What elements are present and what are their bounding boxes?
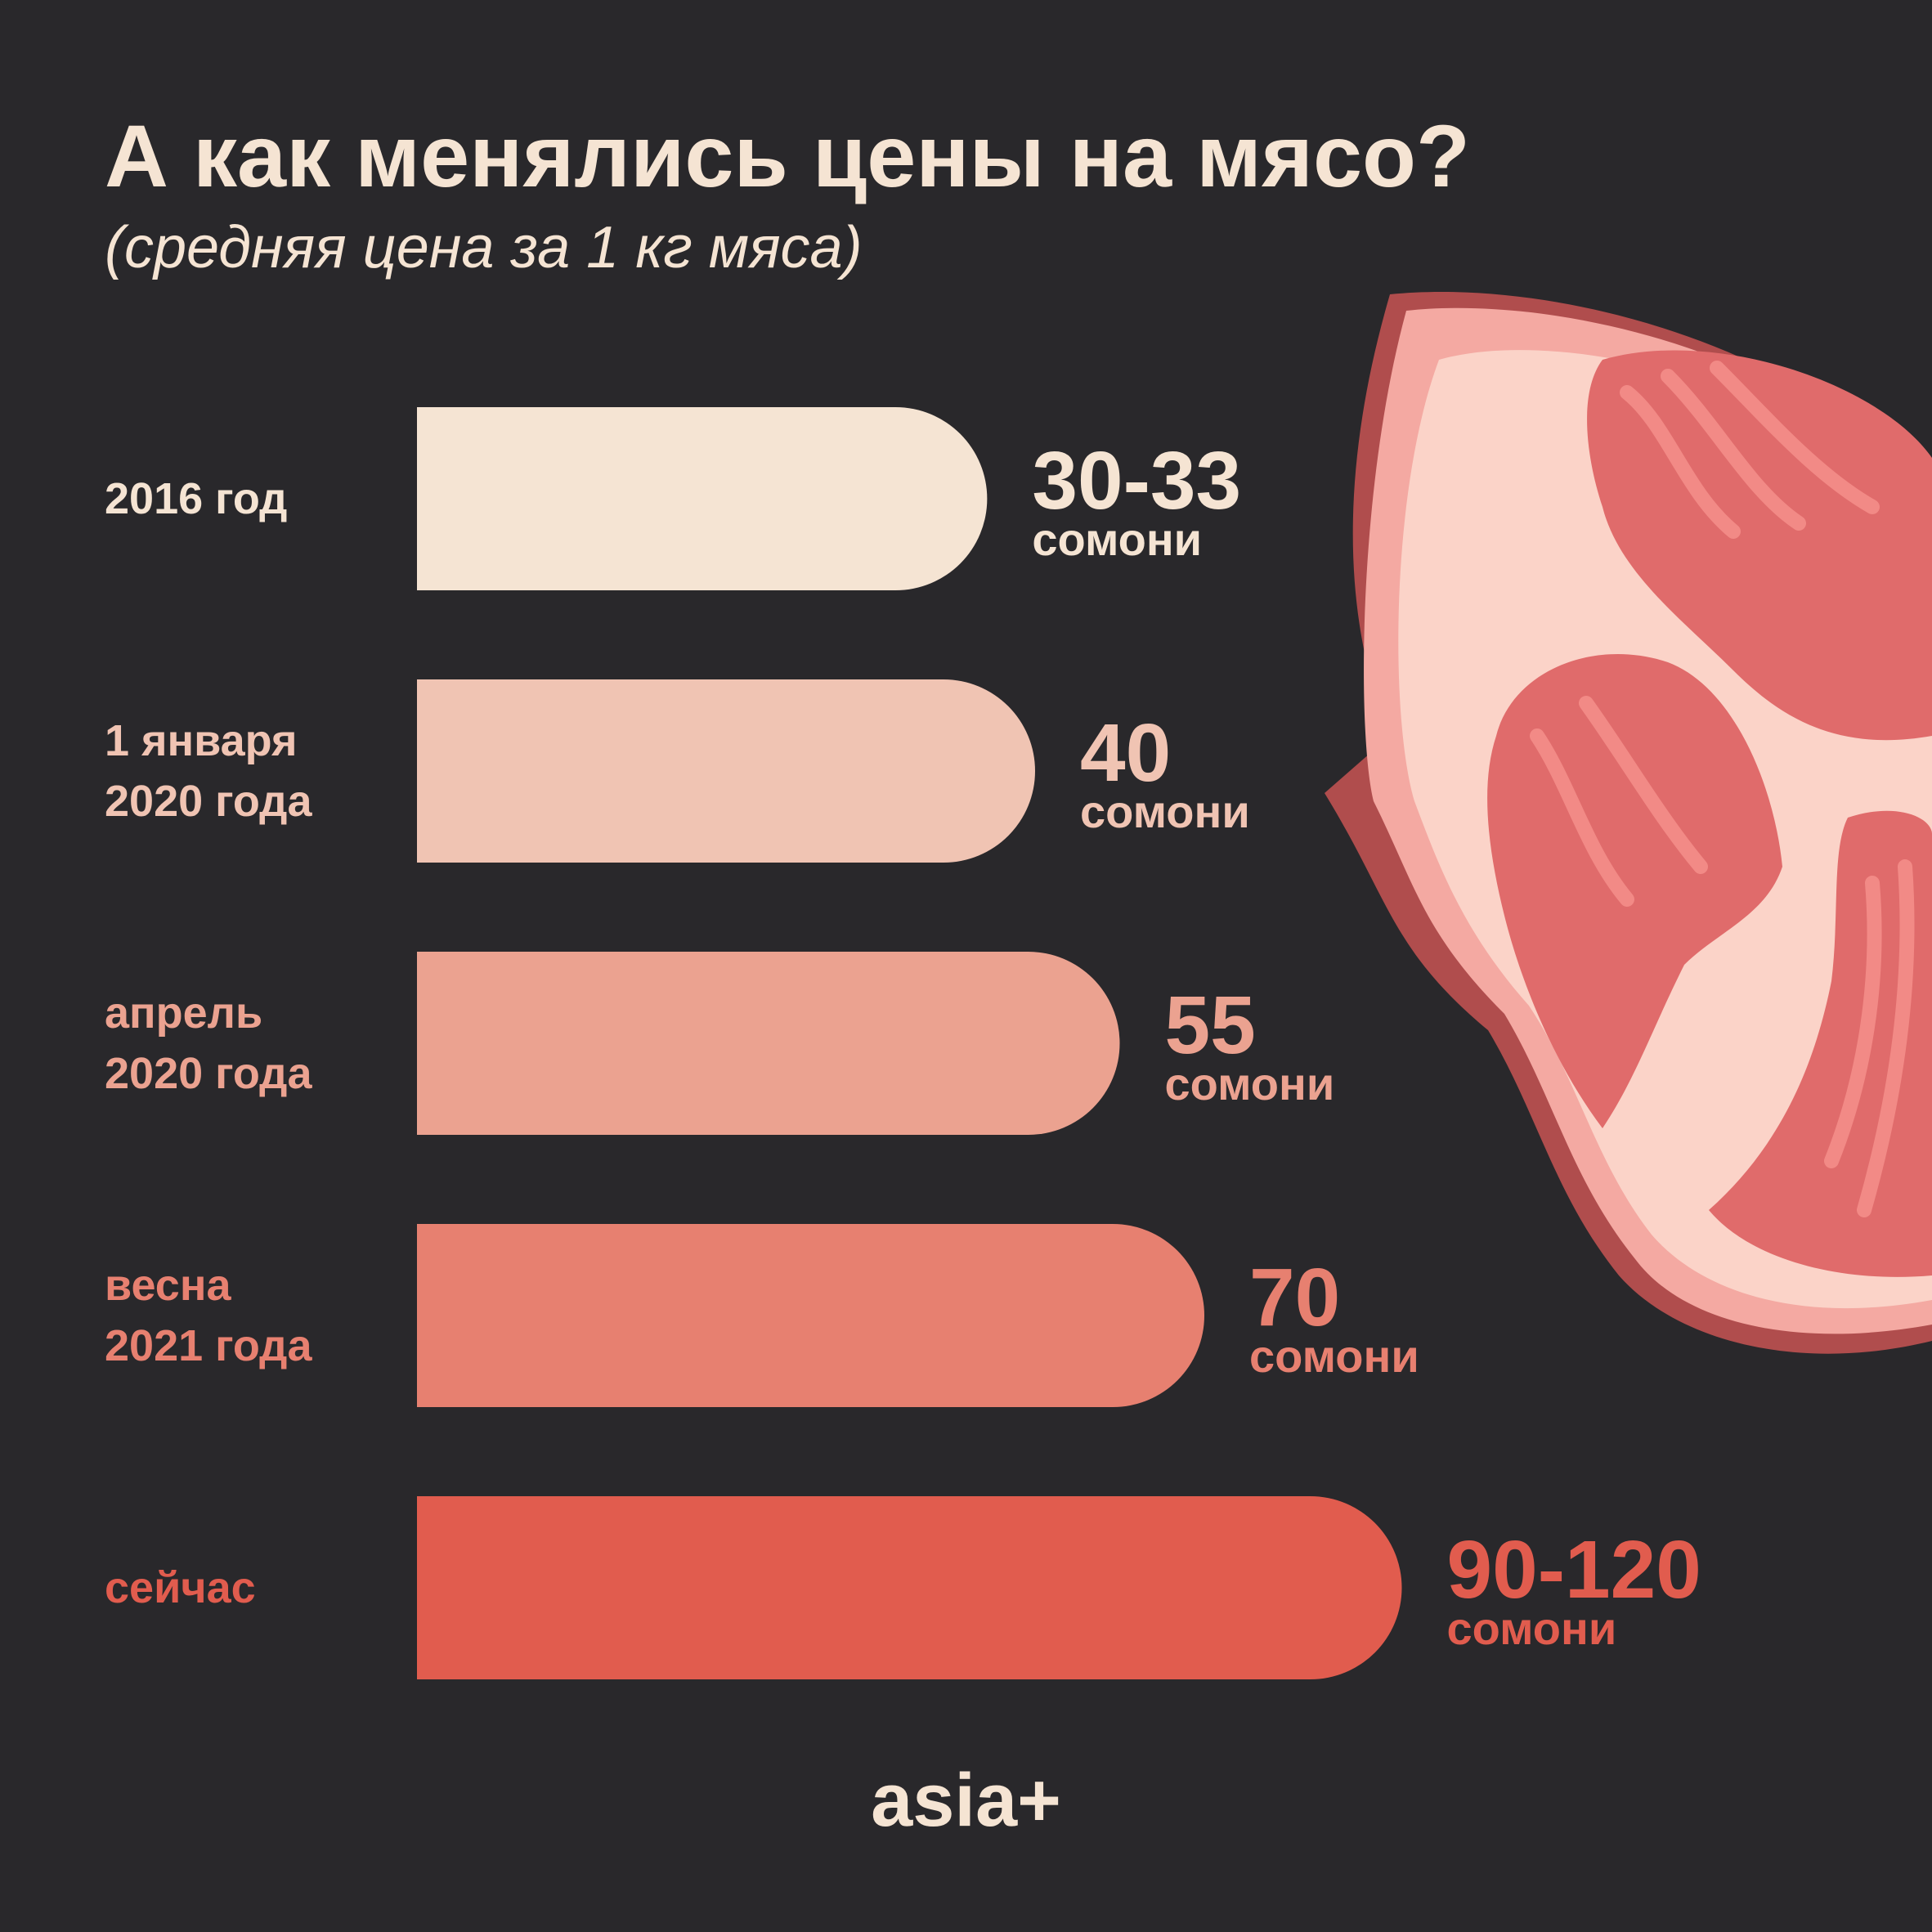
unit-label: сомони [1080,786,1250,837]
bar [417,407,988,590]
value-label: 70 [1249,1252,1341,1343]
value-label: 90-120 [1446,1524,1701,1616]
value-label: 55 [1164,979,1256,1071]
category-label: апрель 2020 года [105,988,312,1098]
unit-label: сомони [1446,1603,1617,1654]
unit-label: сомони [1164,1058,1335,1109]
value-label: 30-33 [1032,435,1242,527]
source-logo: asia+ [871,1759,1061,1842]
meat-illustration [1325,292,1932,1354]
category-label: весна 2021 года [105,1261,312,1370]
bar [417,1496,1402,1679]
unit-label: сомони [1249,1330,1419,1382]
title: А как менялись цены на мясо? [105,106,1470,205]
subtitle: (средняя цена за 1 кг мяса) [105,215,863,280]
category-label: 2016 год [105,474,288,523]
category-label: сейчас [105,1563,256,1612]
value-label: 40 [1080,707,1172,799]
bar [417,1224,1204,1407]
bar [417,679,1035,863]
category-label: 1 января 2020 года [105,716,312,826]
bar [417,952,1120,1135]
unit-label: сомони [1032,513,1203,565]
